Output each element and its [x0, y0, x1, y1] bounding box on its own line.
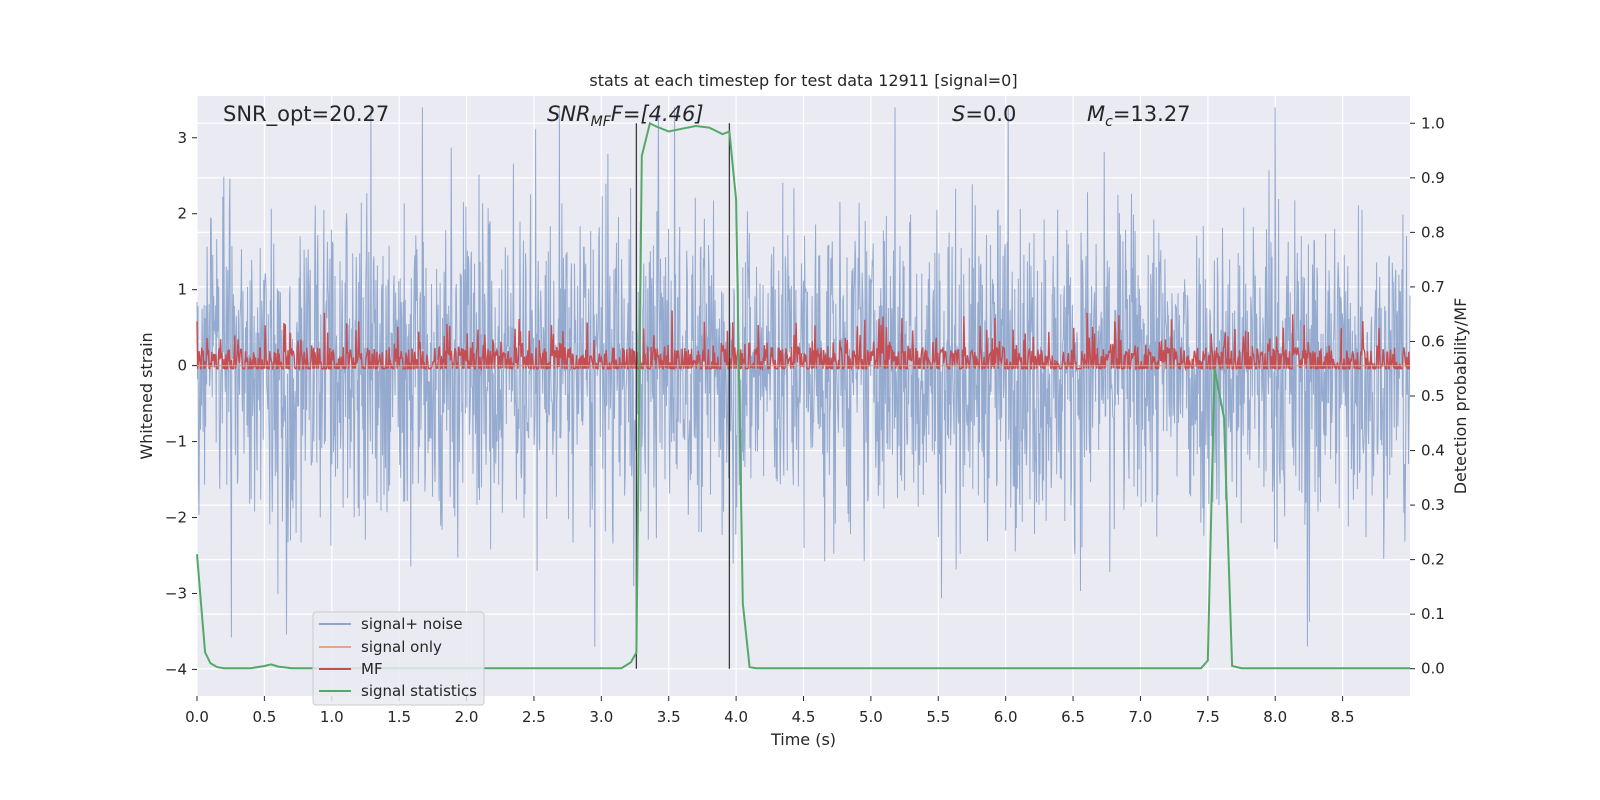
x-axis-ticks: 0.0 0.5 1.0 1.5 2.0 2.5 3.0 3.5 4.0 4.5 5.0 5.5 6.0 6… — [185, 696, 1355, 726]
y-left-tick-label: 1 — [177, 281, 187, 299]
y-left-tick-label: −4 — [165, 660, 187, 678]
s-rest: =0.0 — [965, 102, 1016, 126]
y-axis-right-label: Detection probability/MF — [1451, 298, 1470, 495]
snr-mf-rest: F=[4.46] — [611, 102, 704, 126]
y-right-tick-label: 1.0 — [1421, 114, 1445, 132]
mc-rest: =13.27 — [1113, 102, 1191, 126]
snr-mf-sub: MF — [591, 114, 612, 130]
x-tick-label: 5.0 — [859, 708, 883, 726]
y-right-tick-label: 0.9 — [1421, 169, 1445, 187]
x-tick-label: 8.0 — [1263, 708, 1287, 726]
y-right-tick-label: 0.8 — [1421, 223, 1445, 241]
y-left-tick-label: −1 — [165, 433, 187, 451]
x-tick-label: 4.0 — [724, 708, 748, 726]
signal-statistics-series — [196, 121, 1410, 670]
x-tick-label: 6.5 — [1061, 708, 1085, 726]
mc-main: M — [1087, 102, 1105, 126]
y-right-tick-label: 0.4 — [1421, 442, 1445, 460]
mf-series — [196, 310, 1410, 372]
y-axis-left-label: Whitened strain — [137, 332, 156, 459]
snr-opt-annotation: SNR_opt=20.27 — [223, 102, 389, 127]
x-tick-label: 6.0 — [994, 708, 1018, 726]
y-left-tick-label: −2 — [165, 509, 187, 527]
y-left-tick-label: 3 — [177, 129, 187, 147]
signal-noise-series — [196, 107, 1411, 647]
legend-label-signal-only: signal only — [361, 638, 442, 656]
y-right-tick-label: 0.3 — [1421, 496, 1445, 514]
signal-noise-line — [196, 107, 1411, 647]
signal-statistics-line — [196, 121, 1410, 670]
s-annotation: S=0.0 — [952, 102, 1016, 126]
y-right-tick-label: 0.7 — [1421, 278, 1445, 296]
snr-mf-annotation: SNRMFF=[4.46] — [547, 102, 704, 130]
mc-annotation: Mc=13.27 — [1087, 102, 1191, 130]
y-left-tick-label: −3 — [165, 584, 187, 602]
x-tick-label: 4.5 — [792, 708, 816, 726]
x-tick-label: 1.5 — [387, 708, 411, 726]
y-right-tick-label: 0.2 — [1421, 551, 1445, 569]
x-tick-label: 7.5 — [1196, 708, 1220, 726]
y-right-tick-label: 0.6 — [1421, 332, 1445, 350]
y-axis-left-ticks: 3 2 1 0 −1 −2 −3 −4 — [165, 129, 197, 678]
y-right-tick-label: 0.1 — [1421, 605, 1445, 623]
x-axis-label: Time (s) — [770, 730, 836, 749]
mf-line — [196, 310, 1410, 372]
chart-title: stats at each timestep for test data 129… — [589, 71, 1017, 90]
y-right-tick-label: 0.0 — [1421, 660, 1445, 678]
y-axis-right-ticks: 1.0 0.9 0.8 0.7 0.6 0.5 0.4 0.3 0.2 0.1 0.0 — [1410, 114, 1445, 678]
x-tick-label: 0.5 — [252, 708, 276, 726]
x-tick-label: 3.5 — [657, 708, 681, 726]
legend: signal+ noise signal only MF signal stat… — [312, 611, 485, 706]
x-tick-label: 2.5 — [522, 708, 546, 726]
s-main: S — [952, 102, 965, 126]
x-tick-label: 7.0 — [1129, 708, 1153, 726]
x-tick-label: 5.5 — [926, 708, 950, 726]
x-tick-label: 8.5 — [1331, 708, 1355, 726]
y-left-tick-label: 2 — [177, 205, 187, 223]
x-tick-label: 2.0 — [455, 708, 479, 726]
legend-label-signal-noise: signal+ noise — [361, 615, 463, 633]
y-left-tick-label: 0 — [177, 357, 187, 375]
legend-label-signal-statistics: signal statistics — [361, 682, 477, 700]
y-right-tick-label: 0.5 — [1421, 387, 1445, 405]
x-tick-label: 3.0 — [589, 708, 613, 726]
legend-box — [312, 611, 485, 706]
x-tick-label: 1.0 — [320, 708, 344, 726]
mc-sub: c — [1105, 114, 1113, 130]
snr-mf-main: SNR — [547, 102, 591, 126]
legend-label-mf: MF — [361, 660, 383, 678]
x-tick-label: 0.0 — [185, 708, 209, 726]
